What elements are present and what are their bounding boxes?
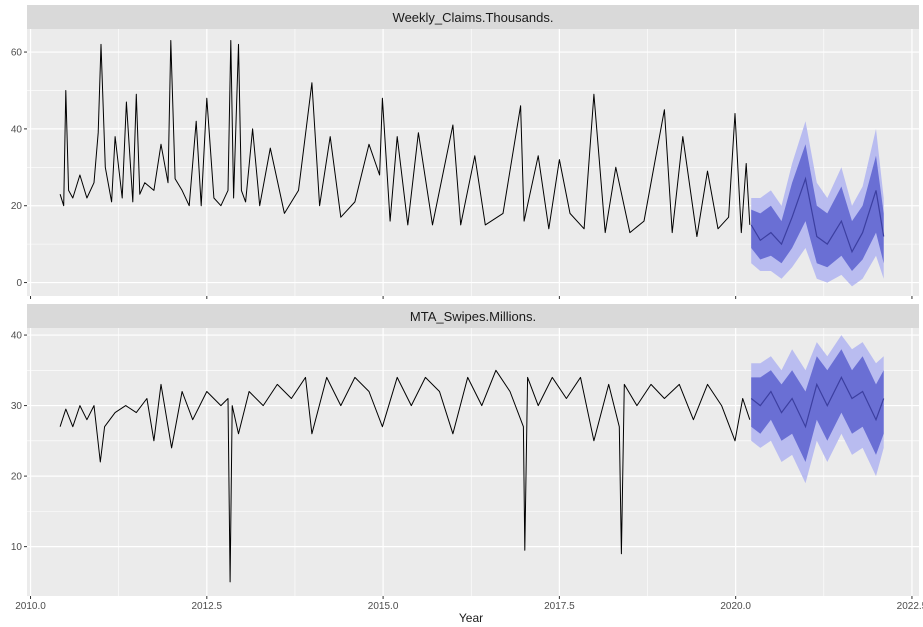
y-tick-label: 40 <box>11 124 23 135</box>
facet-panels: Weekly_Claims.Thousands. 0 20 40 60 MTA_Swipe… <box>11 5 919 599</box>
facet-strip <box>27 304 919 328</box>
y-tick-label: 20 <box>11 472 23 483</box>
history-line <box>59 369 751 583</box>
x-axis: 2010.0 2012.5 2015.0 2017.5 2020.0 2022.5 <box>15 601 923 612</box>
facet-panel: MTA_Swipes.Millions. 10 20 30 40 <box>11 304 919 599</box>
x-tick-label: 2015.0 <box>368 601 399 612</box>
y-tick-label: 0 <box>16 278 22 289</box>
x-tick-label: 2010.0 <box>15 601 46 612</box>
facet-title: Weekly_Claims.Thousands. <box>393 10 554 25</box>
history-line <box>59 40 751 237</box>
x-tick-label: 2017.5 <box>544 601 575 612</box>
facet-panel: Weekly_Claims.Thousands. 0 20 40 60 <box>11 5 919 299</box>
x-tick-label: 2020.0 <box>720 601 751 612</box>
forecast-band-80 <box>751 144 884 271</box>
forecast-band-80 <box>751 349 884 462</box>
forecast-mean-line <box>750 176 885 254</box>
forecast-mean-line <box>750 376 885 429</box>
facet-title: MTA_Swipes.Millions. <box>410 309 536 324</box>
y-tick-label: 40 <box>11 331 23 342</box>
x-tick-label: 2012.5 <box>192 601 223 612</box>
y-tick-label: 60 <box>11 48 23 59</box>
x-axis-label: Year <box>459 611 483 625</box>
y-tick-label: 20 <box>11 201 23 212</box>
y-tick-label: 30 <box>11 401 23 412</box>
x-tick-label: 2022.5 <box>897 601 923 612</box>
facet-strip <box>27 5 919 29</box>
y-tick-label: 10 <box>11 542 23 553</box>
